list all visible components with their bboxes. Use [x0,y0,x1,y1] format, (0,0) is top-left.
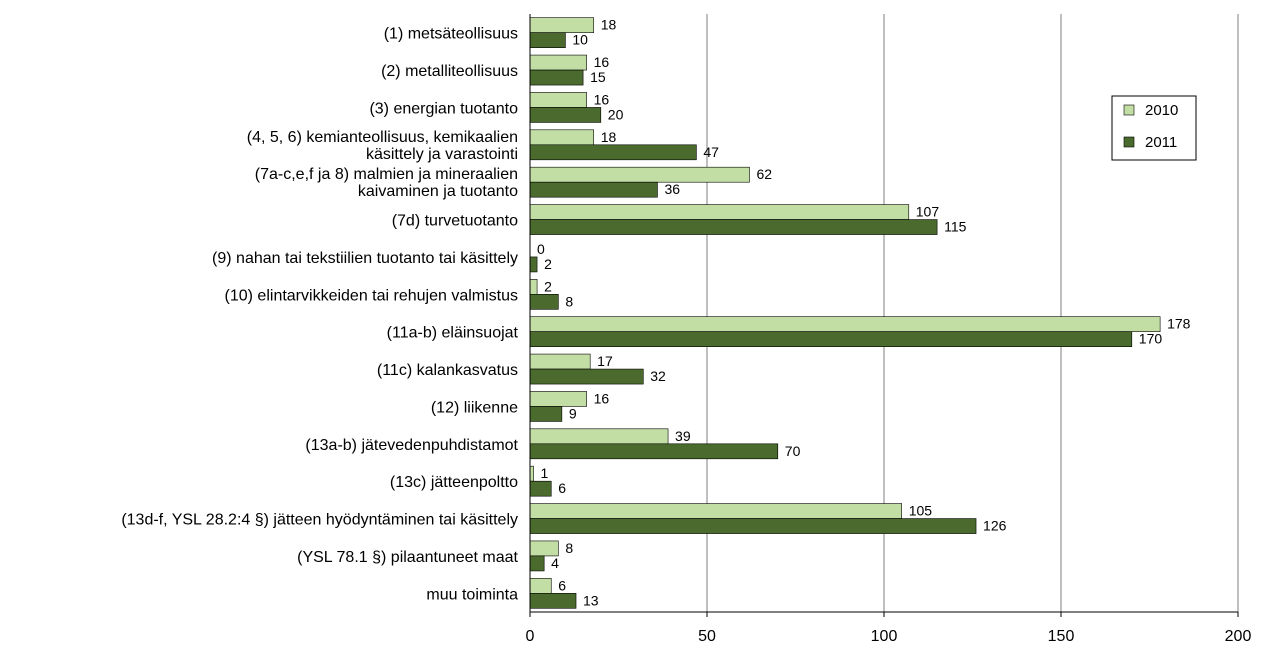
bar-2010 [529,578,552,594]
category-label-line: kaivaminen ja tuotanto [358,183,518,200]
data-label-2011: 13 [583,592,599,608]
bar-2011 [529,368,644,385]
x-tick-label: 50 [698,628,716,645]
data-label-2010: 16 [594,91,610,107]
data-label-2011: 20 [608,106,624,122]
category-label-line: (7a-c,e,f ja 8) malmien ja mineraalien [255,166,518,183]
bar-2011 [529,555,545,572]
data-label-2010: 107 [916,204,940,220]
data-label-2011: 36 [664,181,680,197]
data-label-2011: 2 [544,256,552,272]
data-label-2011: 126 [983,518,1007,534]
bar-2010 [529,316,1161,332]
data-label-2010: 18 [601,129,617,145]
category-label: (7a-c,e,f ja 8) malmien ja mineraalien ka… [255,166,518,200]
bar-2010 [529,279,538,295]
category-label: (12) liikenne [431,399,518,416]
category-label: (13c) jätteenpoltto [390,474,518,491]
category-label-line: käsittely ja varastointi [366,146,518,163]
bar-2010 [529,503,903,519]
category-label: (YSL 78.1 §) pilaantuneet maat [297,549,518,566]
data-label-2010: 62 [756,166,772,182]
data-label-2010: 105 [909,503,933,519]
data-label-2010: 16 [594,390,610,406]
bar-2011 [529,256,538,273]
category-label-line: (4, 5, 6) kemianteollisuus, kemikaalien [247,129,518,146]
bar-2011 [529,294,559,310]
bar-2010 [529,129,595,146]
data-label-2010: 39 [675,428,691,444]
data-label-2010: 18 [601,17,617,33]
bar-2011 [529,518,977,534]
category-label: muu toiminta [426,586,518,603]
bar-2010 [529,166,750,183]
legend: 2010 2011 [1111,95,1197,161]
data-labels: 1810161516201847623610711502281781701732… [537,17,1191,609]
data-label-2010: 178 [1167,316,1191,332]
x-tick-label: 150 [1048,628,1075,645]
bar-2011 [529,181,658,198]
bar-2011 [529,144,697,161]
category-label: (13a-b) jätevedenpuhdistamot [305,437,518,454]
data-label-2010: 6 [558,577,566,593]
category-label: (10) elintarvikkeiden tai rehujen valmis… [225,287,518,304]
legend-swatch-2011 [1123,136,1135,148]
data-label-2011: 47 [703,144,719,160]
bar-2010 [529,54,587,71]
category-label: (2) metalliteollisuus [381,63,518,80]
bar-2010 [529,17,595,33]
data-label-2011: 170 [1139,331,1163,347]
bar-2010 [529,391,587,407]
category-label: (9) nahan tai tekstiilien tuotanto tai k… [212,250,518,267]
bar-2011 [529,69,584,86]
data-label-2011: 8 [565,293,573,309]
legend-swatch-2010 [1123,104,1135,116]
data-label-2010: 17 [597,353,613,369]
bars [529,17,1161,609]
bar-2011 [529,593,577,609]
data-label-2011: 10 [572,32,588,48]
category-label: (11a-b) eläinsuojat [387,325,519,342]
bar-2010 [529,540,559,557]
data-label-2011: 15 [590,69,606,85]
axes: 0 50 100 150 200 [526,14,1252,645]
bar-2010 [529,465,534,482]
legend-label-2011: 2011 [1145,134,1177,151]
data-label-2011: 115 [944,219,967,235]
data-label-2010: 1 [541,465,549,481]
category-label: (13d-f, YSL 28.2:4 §) jätteen hyödyntämi… [121,512,518,529]
data-label-2011: 9 [569,405,577,421]
category-label: (3) energian tuotanto [369,100,518,117]
bar-2011 [529,107,602,123]
data-label-2010: 16 [594,54,610,70]
data-label-2010: 8 [565,540,573,556]
bar-2011 [529,443,779,460]
data-label-2011: 6 [558,480,566,496]
bar-2011 [529,480,552,497]
bar-2011 [529,219,938,235]
category-label: (7d) turvetuotanto [392,213,518,230]
x-tick-label: 200 [1225,628,1252,645]
data-label-2011: 32 [650,368,666,384]
category-label: (1) metsäteollisuus [384,26,518,43]
category-label: (11c) kalankasvatus [377,362,518,379]
legend-label-2010: 2010 [1145,102,1178,119]
category-labels: (1) metsäteollisuus (2) metalliteollisuus… [121,26,518,604]
x-tick-label: 100 [871,628,898,645]
bar-2011 [529,406,563,422]
x-tick-label: 0 [526,628,535,645]
bar-2011 [529,331,1133,347]
data-label-2010: 2 [544,278,552,294]
bar-2010 [529,428,669,445]
category-label: (4, 5, 6) kemianteollisuus, kemikaalien k… [247,129,518,163]
data-label-2011: 70 [785,443,801,459]
data-label-2010: 0 [537,241,545,257]
bar-2010 [529,92,587,108]
bar-2011 [529,32,566,48]
bar-2010 [529,353,591,370]
bar-2010 [529,204,910,220]
data-label-2011: 4 [551,555,559,571]
